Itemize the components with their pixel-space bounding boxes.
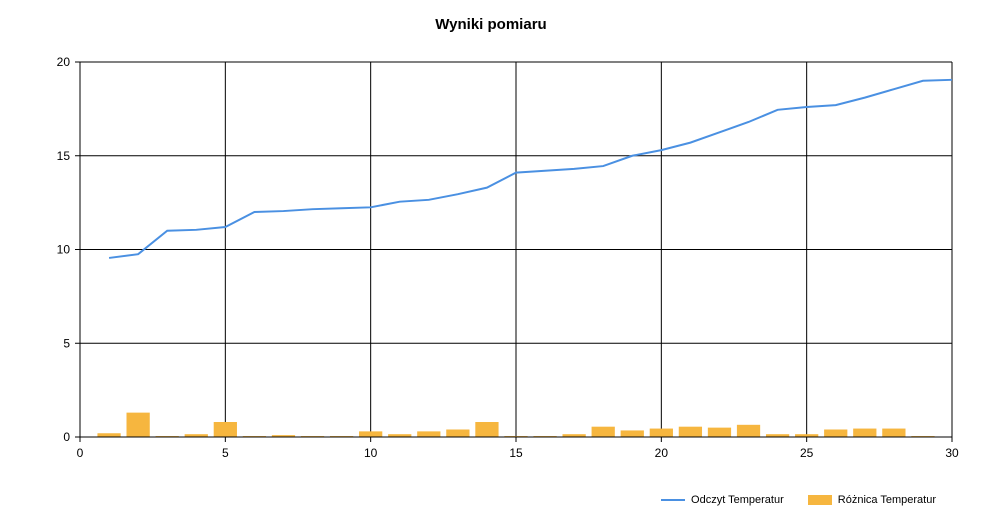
grid [80,61,953,437]
bar [591,426,615,437]
y-tick-label: 10 [57,243,71,257]
x-tick-label: 30 [945,446,959,460]
bar [97,433,121,437]
chart-title: Wyniki pomiaru [435,16,547,33]
legend-item-line: Odczyt Temperatur [661,494,784,506]
bar [824,429,848,437]
bar [649,428,673,437]
bar [359,431,383,437]
legend: Odczyt Temperatur Różnica Temperatur [661,494,936,506]
x-tick-label: 20 [655,446,669,460]
bar [126,412,150,437]
y-tick-label: 5 [63,336,70,350]
bar [417,431,441,437]
bar [271,435,296,437]
bar [795,434,819,437]
x-tick-label: 10 [364,446,378,460]
bar [213,422,237,437]
x-tick-label: 15 [509,446,523,460]
bar [882,428,906,437]
y-tick-label: 15 [57,149,71,163]
bar [765,434,790,437]
y-tick-label: 20 [57,55,71,69]
bar [562,434,586,437]
x-tick-label: 0 [77,446,84,460]
legend-label-line: Odczyt Temperatur [691,494,784,506]
y-tick-label: 0 [63,430,70,444]
line-series [108,78,953,259]
temperature-line [108,78,953,259]
tick-labels: 0 5 10 15 20 0 5 10 15 20 25 30 [57,55,959,460]
legend-line-swatch [661,499,686,501]
bar [475,422,499,437]
legend-item-bar: Różnica Temperatur [807,494,936,506]
bar [184,434,208,437]
bar [853,428,877,437]
legend-label-bar: Różnica Temperatur [837,494,936,506]
bar [620,430,644,437]
bar [388,434,412,437]
axes [75,61,953,442]
x-tick-label: 25 [800,446,814,460]
bar [446,429,470,437]
bar [678,426,703,437]
legend-bar-swatch [807,495,832,505]
bar [707,427,732,437]
x-tick-label: 5 [222,446,229,460]
bar [736,424,761,437]
